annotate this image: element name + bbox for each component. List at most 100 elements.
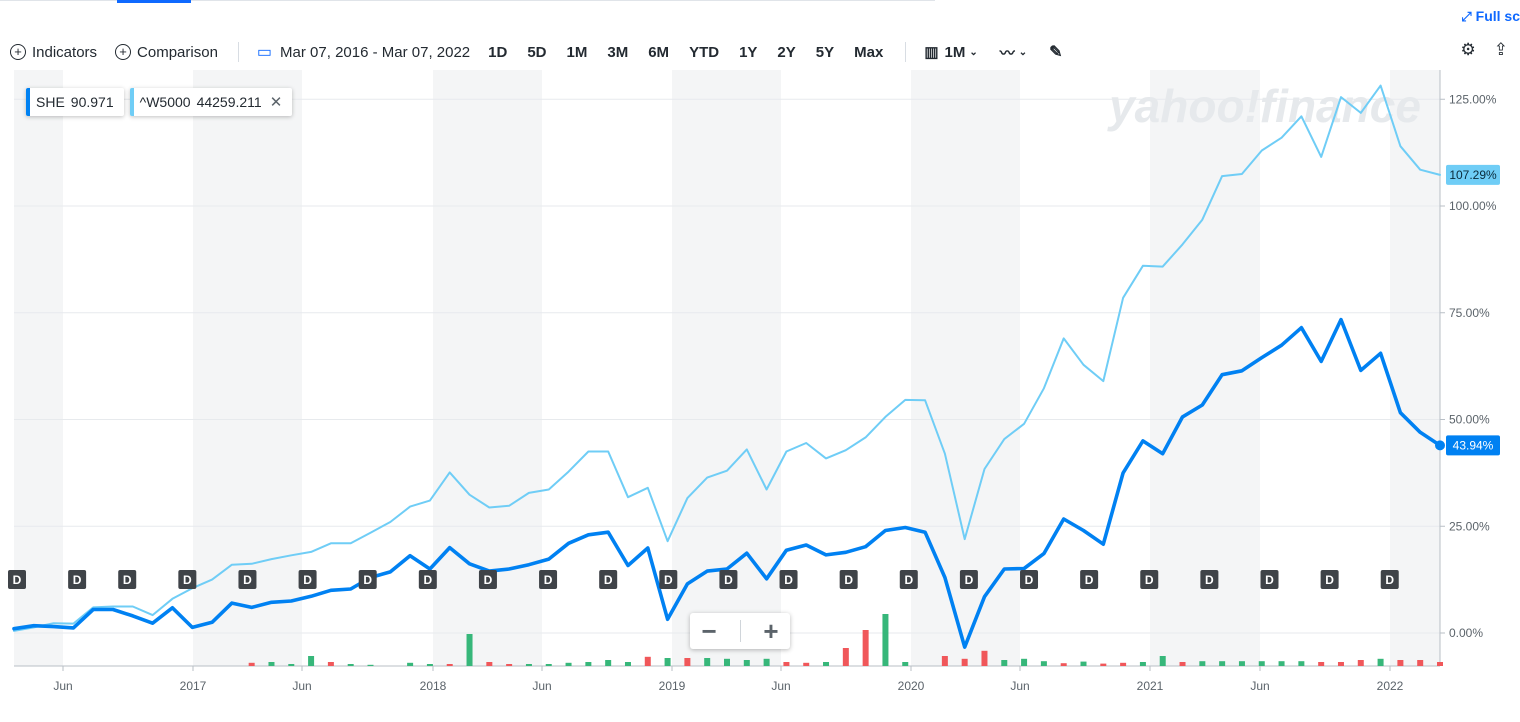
dividend-label: D xyxy=(1025,573,1034,587)
last-point-she xyxy=(1435,440,1445,451)
close-icon[interactable]: ✕ xyxy=(269,94,283,111)
plus-circle-icon: + xyxy=(10,44,26,60)
draw-tool-button[interactable]: ✎ xyxy=(1049,42,1062,62)
y-tick-label: 50.00% xyxy=(1449,413,1490,427)
y-tick-label: 125.00% xyxy=(1449,92,1497,106)
zoom-out-button[interactable]: − xyxy=(701,615,717,646)
x-tick-label: Jun xyxy=(771,679,790,693)
dividend-label: D xyxy=(1145,573,1154,587)
legend-item-she[interactable]: SHE 90.971 xyxy=(26,88,124,116)
zoom-controls: − + xyxy=(690,613,790,649)
volume-bar xyxy=(823,662,830,666)
volume-bar xyxy=(1417,660,1424,666)
y-tick-label: 25.00% xyxy=(1449,519,1490,533)
dividend-label: D xyxy=(1205,573,1214,587)
dividend-label: D xyxy=(303,573,312,587)
y-tick-label: 0.00% xyxy=(1449,626,1483,640)
volume-bar xyxy=(783,662,790,666)
volume-bar xyxy=(585,662,592,666)
dividend-box xyxy=(178,570,197,589)
zoom-in-button[interactable]: + xyxy=(763,615,779,646)
dividend-marker: D xyxy=(839,570,858,589)
volume-bar xyxy=(743,660,750,666)
volume-bar xyxy=(1278,661,1285,666)
volume-bar xyxy=(1040,661,1047,666)
dividend-box xyxy=(959,570,978,589)
x-tick-label: Jun xyxy=(292,679,311,693)
zoom-divider xyxy=(739,620,741,642)
gear-icon[interactable]: ⚙ xyxy=(1460,40,1476,59)
last-value-she: 43.94% xyxy=(1446,435,1500,456)
volume-bar xyxy=(1179,662,1186,666)
dividend-box xyxy=(358,570,377,589)
line-chart-icon: 〰 xyxy=(999,44,1015,62)
volume-bar xyxy=(1001,660,1008,666)
pencil-icon: ✎ xyxy=(1049,44,1063,61)
dividend-label: D xyxy=(484,573,493,587)
interval-dropdown[interactable]: ▥ 1M ⌄ xyxy=(924,43,977,62)
period-2y[interactable]: 2Y xyxy=(777,43,796,61)
comparison-button[interactable]: + Comparison xyxy=(115,44,218,61)
volume-bar xyxy=(1060,663,1067,666)
period-1d[interactable]: 1D xyxy=(488,43,508,61)
x-tick-label: 2017 xyxy=(180,679,207,693)
dividend-marker: D xyxy=(719,570,738,589)
y-tick-label: 100.00% xyxy=(1449,199,1497,213)
volume-bar xyxy=(407,662,414,666)
period-6m[interactable]: 6M xyxy=(648,43,670,61)
dividend-label: D xyxy=(1325,573,1334,587)
date-range-button[interactable]: ▭ Mar 07, 2016 - Mar 07, 2022 xyxy=(257,42,488,62)
period-5y[interactable]: 5Y xyxy=(815,43,835,61)
legend-item-w5000[interactable]: ^W5000 44259.211 ✕ xyxy=(129,88,293,116)
x-tick-label: 2018 xyxy=(420,679,447,693)
dividend-box xyxy=(1080,570,1099,589)
volume-bar xyxy=(248,662,255,666)
toolbar-divider xyxy=(905,42,907,62)
volume-bar xyxy=(862,630,869,666)
last-value-text: 107.29% xyxy=(1449,168,1497,182)
period-1y[interactable]: 1Y xyxy=(739,43,758,61)
interval-label: 1M xyxy=(944,43,966,61)
volume-bar xyxy=(1159,656,1166,666)
dividend-marker: D xyxy=(599,570,618,589)
volume-bar xyxy=(803,662,810,666)
volume-bar xyxy=(882,614,889,666)
dividend-marker: D xyxy=(238,570,257,589)
dividend-label: D xyxy=(1385,573,1394,587)
chart-toolbar: + Indicators + Comparison ▭ Mar 07, 2016… xyxy=(10,38,1085,66)
plus-circle-icon: + xyxy=(115,44,132,60)
volume-bar xyxy=(1357,660,1364,666)
year-band xyxy=(14,70,63,666)
x-tick-label: Jun xyxy=(532,679,551,693)
share-icon[interactable]: ⇪ xyxy=(1493,40,1508,59)
dividend-box xyxy=(418,570,437,589)
chart-type-dropdown[interactable]: 〰 ⌄ xyxy=(1000,42,1027,63)
volume-bar xyxy=(1139,662,1146,666)
volume-bar xyxy=(704,658,711,666)
dividend-box xyxy=(1260,570,1279,589)
period-ytd[interactable]: YTD xyxy=(689,43,720,61)
dividend-box xyxy=(719,570,738,589)
volume-bar xyxy=(664,658,671,666)
period-1m[interactable]: 1M xyxy=(566,43,588,61)
period-5d[interactable]: 5D xyxy=(527,43,547,61)
dividend-label: D xyxy=(123,573,132,587)
dividend-label: D xyxy=(13,573,22,587)
volume-bar xyxy=(1238,661,1245,666)
dividend-marker: D xyxy=(68,570,87,589)
fullscreen-button[interactable]: ⤢ Full sc xyxy=(1461,8,1520,25)
dividend-label: D xyxy=(724,573,733,587)
x-tick-label: 2021 xyxy=(1137,679,1164,693)
comparison-label: Comparison xyxy=(137,43,218,61)
dividend-label: D xyxy=(965,573,974,587)
period-max[interactable]: Max xyxy=(854,43,884,61)
dividend-marker: D xyxy=(1260,570,1279,589)
indicators-button[interactable]: + Indicators xyxy=(10,44,97,61)
volume-bar xyxy=(446,664,453,666)
dividend-marker: D xyxy=(1080,570,1099,589)
dividend-box xyxy=(238,570,257,589)
period-3m[interactable]: 3M xyxy=(607,43,629,61)
dividend-label: D xyxy=(423,573,432,587)
legend-value: 90.971 xyxy=(70,94,114,110)
